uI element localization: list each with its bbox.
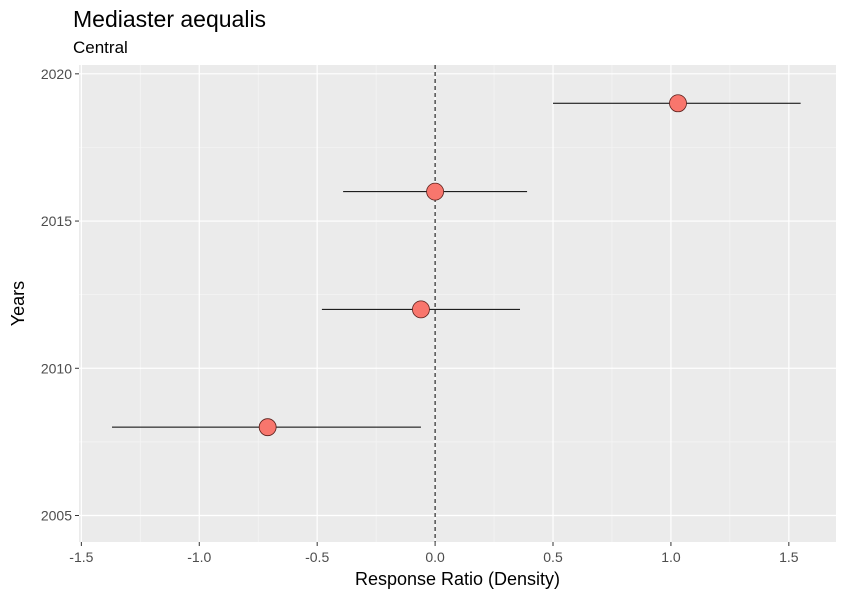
chart-subtitle: Central [73, 38, 128, 57]
x-tick-label: -1.5 [69, 549, 93, 565]
data-points [258, 94, 687, 437]
x-tick-label: -0.5 [305, 549, 329, 565]
data-point [426, 182, 444, 201]
y-axis-title: Years [8, 281, 28, 326]
chart-title: Mediaster aequalis [73, 6, 267, 32]
data-point [412, 300, 430, 319]
y-axis: 2005 2010 2015 2020 [41, 66, 79, 524]
plot-panel [79, 65, 836, 542]
x-axis-title: Response Ratio (Density) [355, 569, 560, 589]
x-tick-label: 0.5 [543, 549, 563, 565]
x-axis: -1.5 -1.0 -0.5 0.0 0.5 1.0 1.5 [69, 542, 799, 565]
x-tick-label: 1.5 [779, 549, 799, 565]
x-tick-label: -1.0 [187, 549, 211, 565]
data-point [258, 418, 277, 437]
x-tick-label: 0.0 [425, 549, 445, 565]
y-tick-label: 2005 [41, 508, 72, 524]
grid-minor [79, 65, 836, 542]
y-tick-label: 2020 [41, 66, 72, 82]
x-tick-label: 1.0 [661, 549, 681, 565]
grid-major [79, 65, 836, 542]
data-point [669, 94, 687, 113]
y-tick-label: 2010 [41, 360, 72, 376]
y-tick-label: 2015 [41, 213, 72, 229]
